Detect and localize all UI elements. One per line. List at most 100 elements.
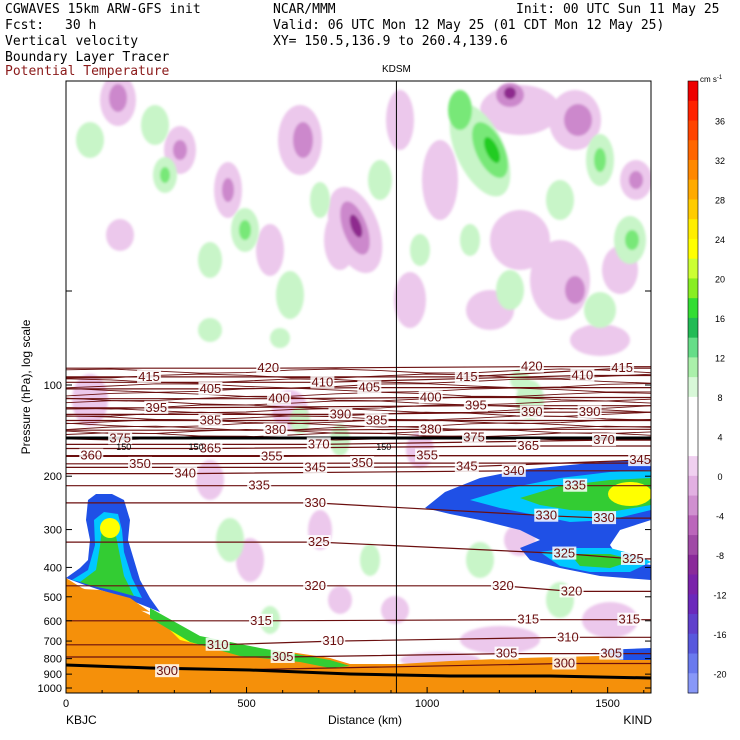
updraft-cell — [546, 180, 574, 220]
theta-label: 315 — [618, 612, 640, 627]
updraft-cell — [594, 148, 606, 172]
theta-label: 325 — [308, 534, 330, 549]
theta-label-bg — [79, 448, 104, 462]
updraft-cell — [496, 270, 524, 310]
colorbar-swatch — [688, 337, 698, 358]
updraft-cell — [625, 230, 639, 250]
tracer-plume-yellow — [608, 482, 651, 506]
updraft-cell — [270, 328, 290, 348]
colorbar-swatch — [688, 515, 698, 536]
x-tick-label: 1000 — [415, 698, 439, 710]
colorbar-swatch — [688, 298, 698, 319]
theta-label-bg — [534, 508, 559, 522]
colorbar-swatch — [688, 574, 698, 595]
tracer-column-green — [80, 526, 134, 596]
kdsm-station-label: KDSM — [382, 64, 411, 75]
theta-label: 370 — [308, 436, 330, 451]
theta-label: 345 — [304, 459, 326, 474]
isentrope-line — [66, 400, 651, 406]
updraft-cell — [360, 544, 380, 576]
theta-label: 355 — [416, 448, 438, 463]
theta-label: 390 — [330, 406, 352, 421]
theta-label-bg — [364, 413, 389, 427]
theta-label: 325 — [553, 546, 575, 561]
updraft-cell — [198, 242, 222, 278]
colorbar-swatch — [688, 278, 698, 299]
colorbar-label: 0 — [717, 472, 722, 482]
theta-label-bg — [610, 361, 635, 375]
plot-frame — [65, 80, 652, 694]
colorbar-label: 32 — [715, 156, 725, 166]
updraft-cell — [276, 271, 304, 319]
x-tick-label: 1500 — [595, 698, 619, 710]
isentrope-line — [66, 387, 651, 393]
theta-label: 320 — [492, 578, 514, 593]
updraft-cell — [239, 220, 251, 240]
theta-label-bg — [415, 448, 440, 462]
x-axis: 0 500 1000 1500 — [63, 687, 645, 710]
colorbar-swatch — [688, 120, 698, 141]
theta-label-bg — [198, 441, 223, 455]
colorbar-swatch — [688, 238, 698, 260]
y-tick-label: 800 — [44, 654, 62, 666]
downdraft-cell — [460, 626, 540, 654]
downdraft-cell — [565, 276, 585, 304]
theta-label-bg — [552, 656, 577, 670]
theta-label: 410 — [312, 374, 334, 389]
updraft-cell — [76, 122, 104, 158]
theta-label: 330 — [593, 510, 615, 525]
colorbar-swatch — [688, 199, 698, 220]
theta-label-bg — [263, 423, 288, 437]
theta-label-bg — [306, 437, 331, 451]
theta-label: 320 — [304, 578, 326, 593]
theta-label: 315 — [250, 613, 272, 628]
theta-label-bg — [599, 646, 624, 660]
theta-label: 395 — [465, 398, 487, 413]
downdraft-cell — [196, 460, 224, 500]
theta-label: 360 — [80, 448, 102, 463]
colorbar-label: -16 — [713, 630, 726, 640]
theta-label-bg — [357, 380, 382, 394]
isentrope-line — [66, 383, 651, 389]
theta-label-bg — [328, 407, 353, 421]
right-station-label: KIND — [623, 713, 652, 727]
tracer-column-orange — [66, 588, 150, 612]
theta-label: 305 — [496, 646, 518, 661]
isentrope-line — [66, 462, 651, 465]
theta-label: 400 — [268, 391, 290, 406]
colorbar-swatch — [688, 377, 698, 398]
theta-label-bg — [418, 390, 443, 404]
colorbar-label: -12 — [713, 590, 726, 600]
theta-label-bg — [259, 449, 284, 463]
isentrope-line — [66, 422, 651, 428]
theta-label: 315 — [517, 612, 539, 627]
colorbar-label: 24 — [715, 235, 725, 245]
colorbar-label: 8 — [717, 393, 722, 403]
theta-label-bg — [617, 612, 642, 626]
colorbar-swatch — [688, 594, 698, 615]
updraft-cell — [483, 137, 501, 163]
tracer-label: 150 — [188, 442, 203, 452]
colorbar-label: 20 — [715, 274, 725, 284]
downdraft-cell — [422, 140, 458, 220]
theta-label: 405 — [200, 381, 222, 396]
theta-label: 380 — [420, 421, 442, 436]
updraft-cell — [466, 542, 494, 578]
theta-label-bg — [198, 413, 223, 427]
colorbar-frame — [687, 80, 699, 694]
theta-label-bg — [519, 359, 544, 373]
colorbar: 36 32 28 24 20 16 12 8 4 0 -4 -8 -12 -16 -20 — [687, 80, 727, 694]
isentrope-line — [66, 445, 651, 450]
theta-label-bg — [519, 405, 544, 419]
cross-section-endpoints: XY= 150.5,136.9 to 260.4,139.6 — [273, 34, 508, 49]
updraft-cell — [584, 292, 616, 328]
colorbar-label: -8 — [716, 551, 724, 561]
isentrope-line — [66, 391, 651, 397]
theta-label: 330 — [535, 508, 557, 523]
terrain-line — [66, 665, 651, 693]
theta-label: 420 — [257, 360, 279, 375]
updraft-cell — [310, 182, 330, 218]
colorbar-swatch — [688, 100, 698, 121]
downdraft-cell — [173, 140, 187, 160]
theta-label-bg — [144, 400, 169, 414]
